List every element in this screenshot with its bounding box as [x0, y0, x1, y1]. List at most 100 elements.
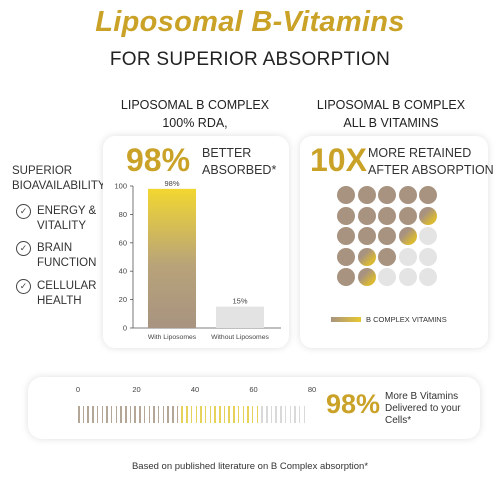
ruler-tick [270, 406, 273, 423]
vitamin-dot [419, 206, 437, 225]
ruler-tick [294, 406, 296, 423]
ruler-tick [153, 406, 155, 423]
vitamin-dot [357, 268, 376, 286]
absorption-bar-chart: 0 20 40 60 80 100 98% With Liposomes 15% Without … [114, 179, 281, 341]
x-category-label: With Liposomes [148, 334, 197, 341]
ruler-tick [125, 406, 127, 423]
retention-card [300, 136, 488, 348]
right-heading-line1: LIPOSOMAL B COMPLEX [316, 98, 466, 112]
benefit-item-cellular: ✓ CELLULAR HEALTH [16, 279, 96, 309]
benefit-cellular-line2: HEALTH [37, 295, 82, 307]
vitamin-dot [357, 186, 376, 204]
ruler-label: 20 [132, 385, 141, 394]
ruler-label: 0 [75, 385, 81, 394]
absorption-big-value: 98% [126, 142, 191, 178]
legend-swatch [331, 317, 361, 322]
benefit-brain-line2: FUNCTION [37, 257, 97, 269]
absorption-label-line1: BETTER [202, 146, 252, 160]
ruler-tick [190, 406, 193, 423]
page-subtitle: FOR SUPERIOR ABSORPTION [109, 49, 391, 70]
ruler-tick [251, 406, 254, 423]
vitamin-dot [378, 186, 396, 204]
benefit-energy-line1: ENERGY & [37, 205, 97, 217]
delivery-text-line2: Delivered to your [385, 403, 461, 414]
delivery-card [28, 377, 480, 439]
y-tick-label: 40 [119, 267, 127, 276]
vitamin-dot [398, 206, 417, 225]
x-category-label: Without Liposomes [211, 334, 269, 341]
ruler-tick [78, 406, 80, 423]
ruler-tick [228, 406, 230, 423]
ruler-tick [233, 406, 235, 423]
ruler-tick [181, 406, 183, 423]
vitamin-dot [357, 227, 376, 245]
vitamin-dot [398, 247, 417, 266]
benefit-cellular-line1: CELLULAR [37, 280, 97, 292]
ruler-tick [176, 406, 179, 423]
vitamin-dot [398, 268, 417, 286]
vitamin-dot [357, 247, 376, 266]
bar-data-label: 98% [164, 179, 179, 188]
y-tick-label: 0 [123, 324, 127, 333]
ruler-tick [303, 406, 306, 423]
ruler-tick [186, 406, 188, 423]
retention-label-line2: AFTER ABSORPTION [368, 163, 494, 177]
vitamin-dot [419, 268, 437, 286]
y-tick-label: 20 [119, 295, 127, 304]
ruler-label: 80 [307, 385, 317, 394]
left-heading-line2: 100% RDA, [162, 116, 228, 130]
y-tick-label: 100 [114, 182, 127, 191]
vitamin-dot [337, 268, 355, 286]
sidebar-title-line1: SUPERIOR [12, 165, 73, 177]
ruler-tick [162, 406, 165, 423]
ruler-tick [242, 406, 244, 423]
benefit-item-energy: ✓ ENERGY & VITALITY [16, 204, 96, 234]
left-heading-line1: LIPOSOMAL B COMPLEX [120, 98, 270, 112]
ruler-label: 60 [249, 385, 258, 394]
benefit-item-brain: ✓ BRAIN FUNCTION [16, 241, 96, 271]
ruler-tick [247, 406, 249, 423]
ruler-tick [148, 406, 150, 423]
ruler-tick [87, 406, 89, 423]
vitamin-dot [378, 247, 396, 266]
ruler-tick [195, 406, 197, 423]
ruler-tick [110, 406, 113, 423]
ruler-tick [172, 406, 174, 423]
ruler-label: 40 [190, 385, 200, 394]
ruler-tick [289, 406, 291, 423]
ruler-tick [96, 406, 99, 423]
footnote: Based on published literature on B Compl… [131, 461, 369, 472]
ruler-tick [214, 406, 216, 423]
ruler-tick [139, 406, 141, 423]
vitamin-dot [357, 206, 376, 225]
delivery-big-value: 98% [326, 389, 381, 419]
vitamin-dot [419, 227, 437, 245]
ruler-tick [298, 406, 301, 423]
ruler-tick [261, 406, 263, 423]
right-heading-line2: ALL B VITAMINS [343, 116, 439, 130]
retention-big-value: 10X [310, 142, 367, 178]
right-column-heading: LIPOSOMAL B COMPLEX ALL B VITAMINS [296, 96, 486, 132]
legend-label: B COMPLEX VITAMINS [366, 315, 447, 324]
vitamin-dot [378, 227, 396, 245]
absorption-label: BETTER ABSORBED* [202, 145, 276, 179]
vitamin-dot-grid [337, 186, 439, 288]
bar-with-liposomes [148, 188, 196, 328]
retention-label: MORE RETAINED AFTER ABSORPTION [368, 145, 494, 179]
vitamin-dot [337, 206, 355, 225]
vitamin-dot [337, 247, 355, 266]
vitamin-dot [337, 227, 355, 245]
vitamin-dot [419, 186, 437, 204]
ruler-tick [256, 406, 259, 423]
sidebar-title-line2: BIOAVAILABILITY [12, 180, 106, 192]
ruler-tick [143, 406, 146, 423]
vitamin-dot [378, 268, 396, 286]
ruler-tick [167, 406, 169, 423]
ruler-tick [92, 406, 94, 423]
ruler-tick [219, 406, 221, 423]
check-circle-icon: ✓ [16, 241, 31, 256]
absorption-label-line2: ABSORBED* [202, 163, 277, 177]
ruler-tick [280, 406, 282, 423]
y-tick-label: 60 [119, 238, 127, 247]
ruler-tick [157, 406, 160, 423]
